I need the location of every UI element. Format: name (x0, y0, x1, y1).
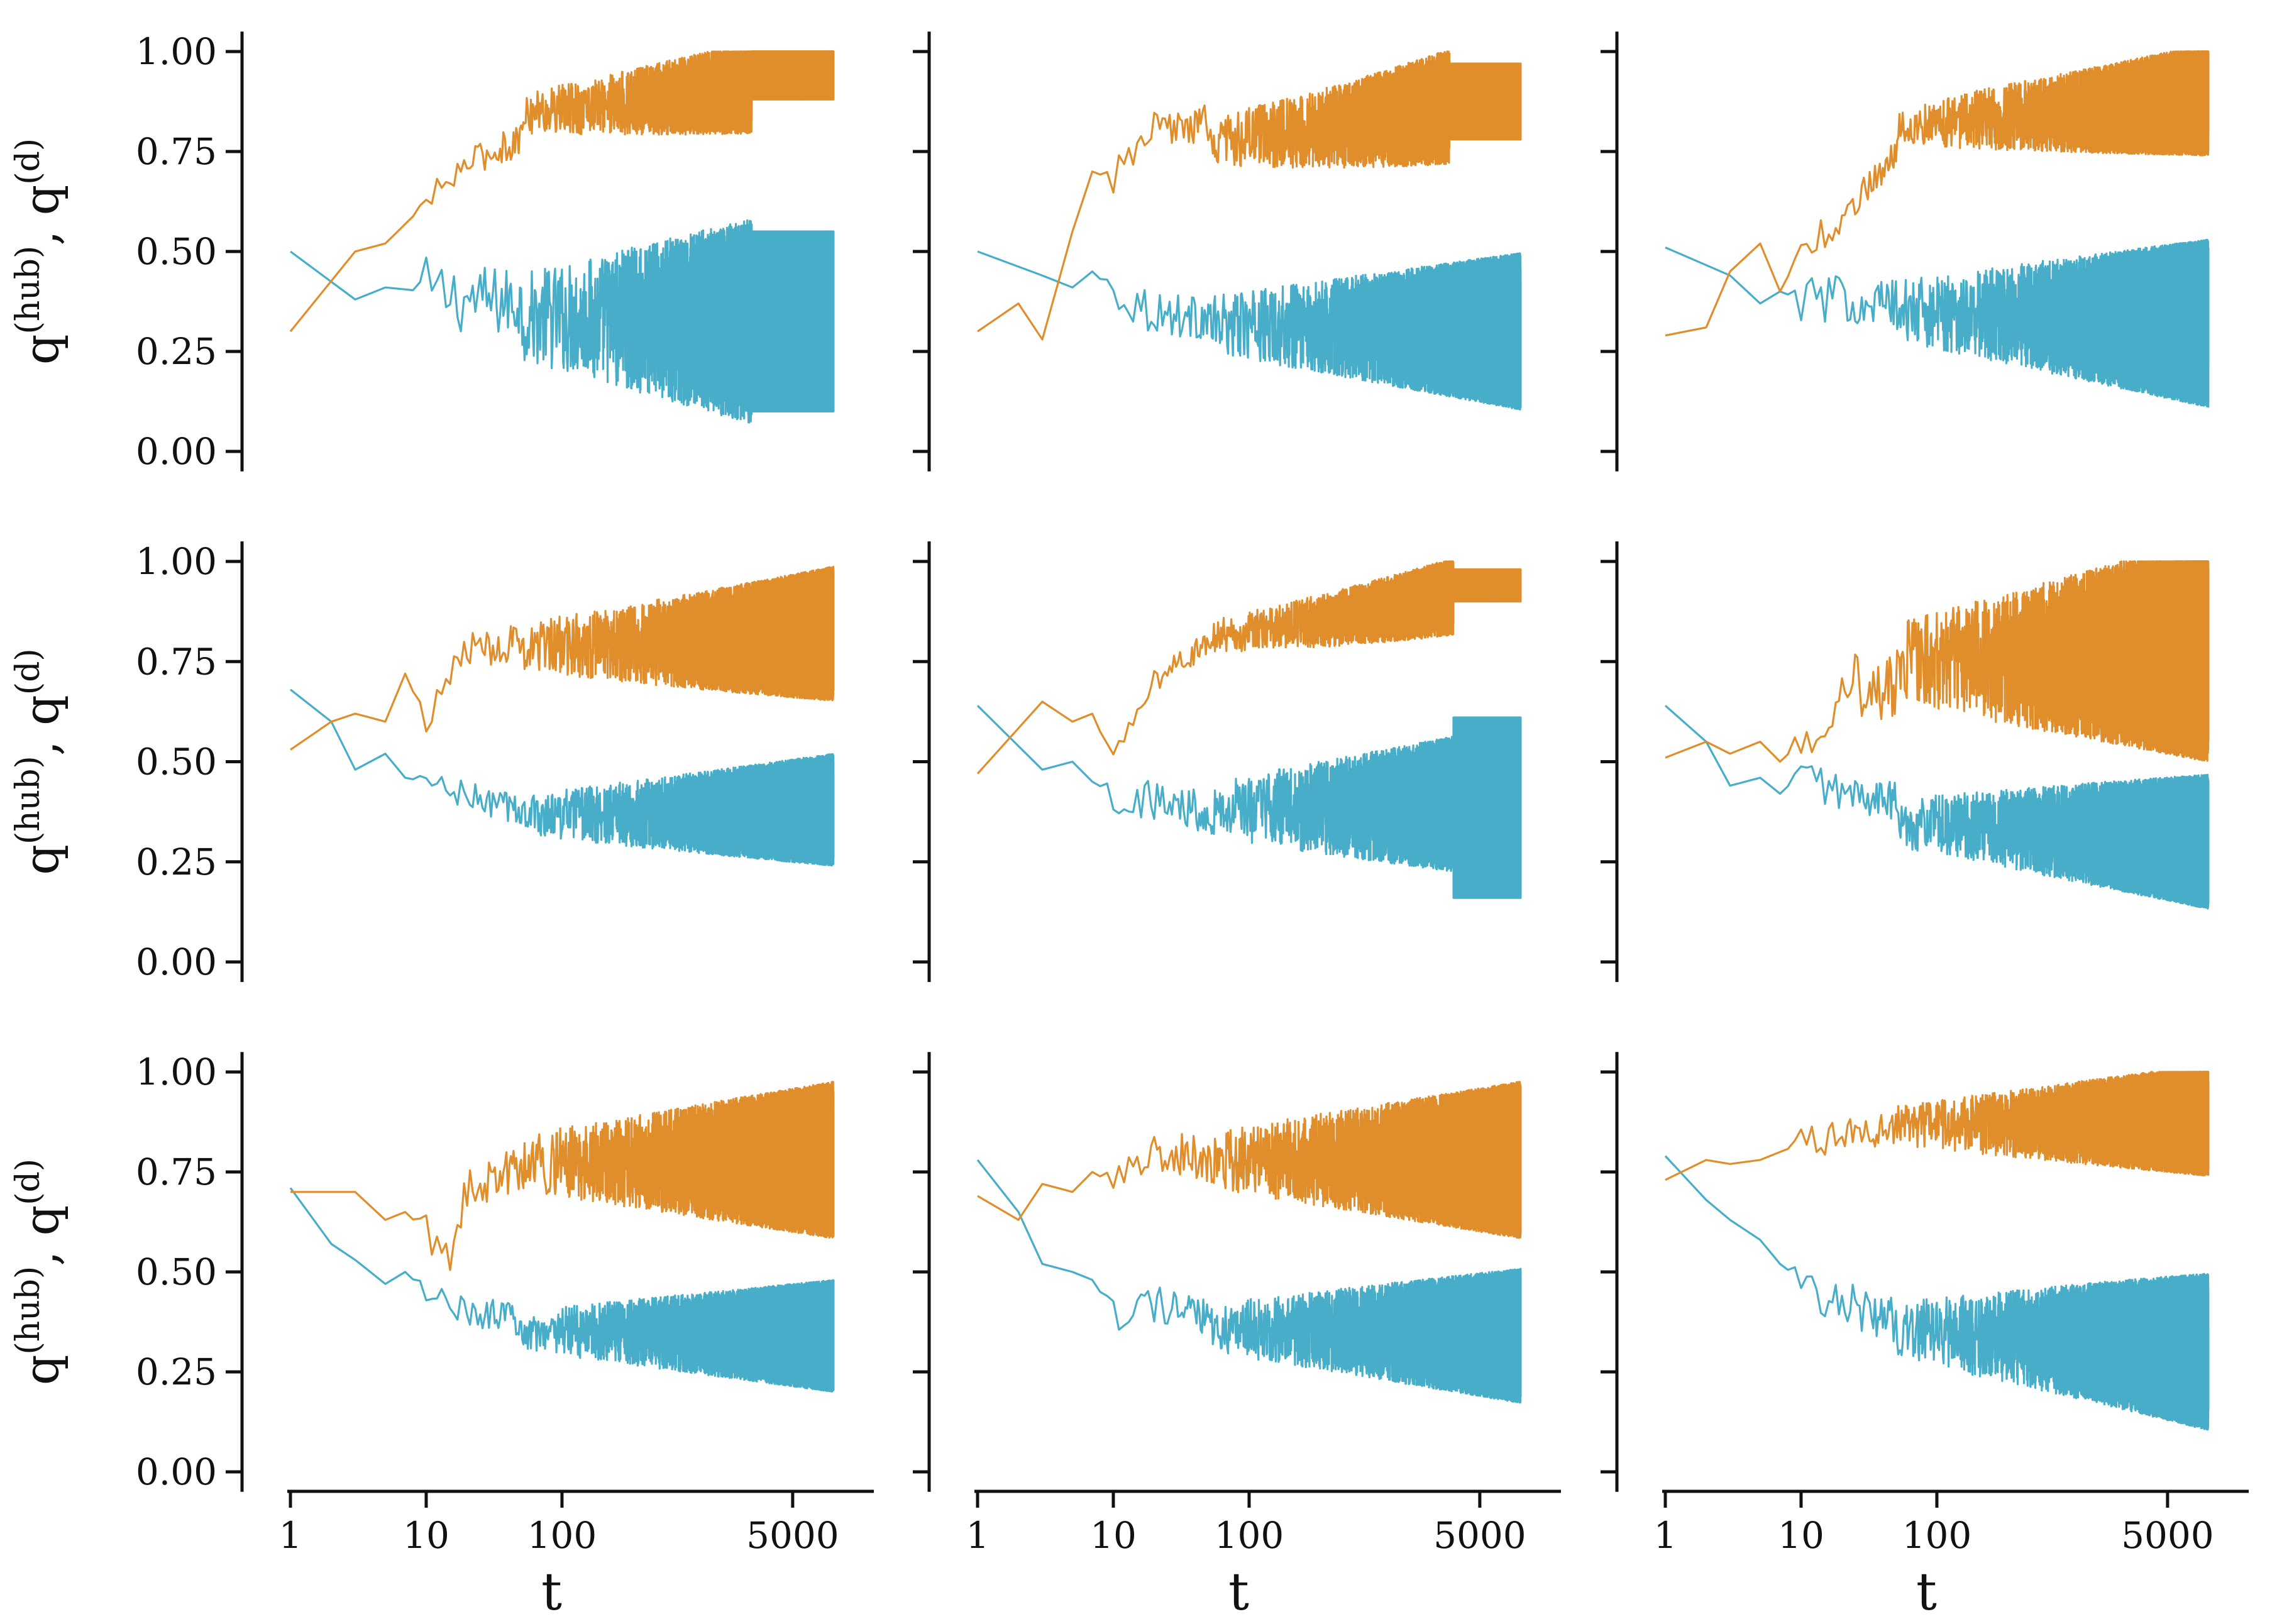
x-tick-label: 5000 (1433, 1514, 1526, 1557)
series-hub-line (1665, 50, 2210, 337)
panel-2-3 (1601, 541, 2210, 982)
y-tick-label: 0.50 (136, 741, 217, 783)
y-tick-label: 0.25 (136, 330, 217, 373)
series-d-line (289, 1187, 835, 1393)
x-axis-label-col-2: t (1228, 1562, 1249, 1622)
panel-3-1: 0.00 0.25 0.50 0.75 1.00 1 10 100 5000 (136, 1051, 874, 1557)
panel-3-3: 1 10 100 5000 (1601, 1052, 2249, 1557)
panel-2-1: 0.00 0.25 0.50 0.75 1.00 (136, 540, 835, 983)
panel-1-1: 0.00 0.25 0.50 0.75 1.00 (136, 30, 835, 473)
y-tick-label: 0.75 (136, 1151, 217, 1193)
x-tick-label: 5000 (2121, 1514, 2214, 1557)
series-d-line (290, 219, 835, 424)
y-axis-label-row-1: q(hub), q(d) (9, 138, 69, 365)
series-d-line (290, 688, 835, 867)
x-axis-label-col-3: t (1916, 1562, 1937, 1622)
series-d-line (977, 250, 1522, 411)
x-axis-label-col-1: t (541, 1562, 562, 1622)
series-hub-line (1665, 1071, 2210, 1181)
y-tick-label: 0.75 (136, 130, 217, 173)
series-d-line (1665, 238, 2210, 408)
y-tick-label: 1.00 (136, 540, 217, 583)
series-hub-line (290, 566, 835, 751)
panel-2-2 (913, 541, 1522, 982)
series-hub-line (290, 1081, 835, 1271)
series-d-line (1664, 705, 2210, 910)
x-tick-label: 1 (1654, 1514, 1677, 1557)
x-tick-label: 100 (527, 1514, 597, 1557)
series-hub-line (1665, 560, 2210, 763)
y-tick-label: 1.00 (136, 30, 217, 73)
x-tick-label: 10 (1778, 1514, 1824, 1557)
y-tick-label: 0.50 (136, 230, 217, 273)
x-tick-label: 1 (966, 1514, 990, 1557)
x-tick-label: 100 (1902, 1514, 1972, 1557)
x-tick-label: 10 (403, 1514, 449, 1557)
x-tick-label: 1 (279, 1514, 302, 1557)
y-tick-label: 0.00 (136, 1450, 217, 1493)
series-hub-line (977, 1081, 1522, 1239)
series-hub-line (977, 50, 1522, 341)
series-d-line (976, 705, 1522, 899)
y-tick-label: 0.50 (136, 1251, 217, 1293)
panel-1-3 (1601, 31, 2210, 472)
y-tick-label: 0.00 (136, 941, 217, 983)
svg-text:q(hub), q(d): q(hub), q(d) (9, 1159, 69, 1385)
y-tick-label: 0.00 (136, 430, 217, 473)
y-tick-label: 0.75 (136, 640, 217, 683)
panel-1-2 (913, 31, 1522, 472)
y-tick-label: 1.00 (136, 1051, 217, 1093)
series-d-line (976, 1159, 1522, 1404)
y-axis-label-row-2: q(hub), q(d) (9, 648, 69, 875)
y-axis-label-row-3: q(hub), q(d) (9, 1159, 69, 1385)
panel-3-2: 1 10 100 5000 (913, 1052, 1561, 1557)
x-tick-label: 5000 (746, 1514, 839, 1557)
y-tick-label: 0.25 (136, 1351, 217, 1393)
y-tick-label: 0.25 (136, 841, 217, 883)
series-hub-line (976, 560, 1522, 775)
series-d-line (1664, 1155, 2210, 1431)
x-tick-label: 10 (1090, 1514, 1137, 1557)
svg-text:q(hub), q(d): q(hub), q(d) (9, 648, 69, 875)
svg-text:q(hub), q(d): q(hub), q(d) (9, 138, 69, 365)
x-tick-label: 100 (1215, 1514, 1284, 1557)
series-hub-line (289, 50, 835, 333)
